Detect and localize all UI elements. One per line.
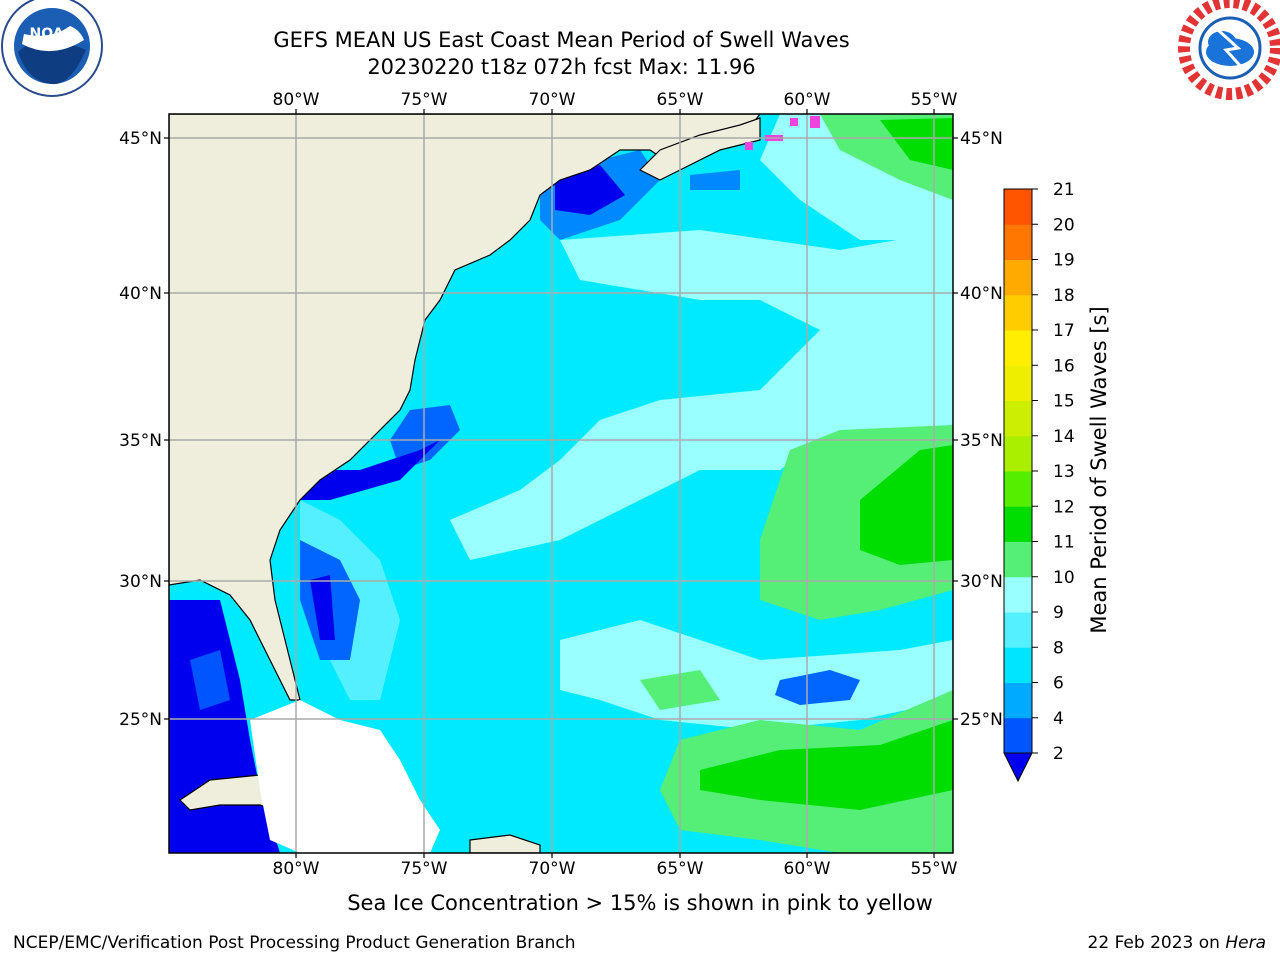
colorbar-tick-label: 17 xyxy=(1053,321,1075,341)
colorbar-tick-label: 12 xyxy=(1053,497,1075,517)
lon-label-top: 60°W xyxy=(784,90,831,110)
noaa-logo-text: NOAA xyxy=(30,26,75,42)
colorbar-swatch xyxy=(1004,365,1032,401)
sea-ice-note: Sea Ice Concentration > 15% is shown in … xyxy=(347,891,933,915)
lon-label-top: 75°W xyxy=(401,90,448,110)
colorbar-tick-label: 6 xyxy=(1053,674,1064,694)
chart-subtitle: 20230220 t18z 072h fcst Max: 11.96 xyxy=(367,55,756,79)
footer-host: Hera xyxy=(1225,933,1266,953)
footer-date-text: 22 Feb 2023 on xyxy=(1087,933,1226,953)
colorbar-tick-label: 11 xyxy=(1053,533,1075,553)
colorbar-swatch xyxy=(1004,471,1032,507)
colorbar-swatch xyxy=(1004,400,1032,437)
colorbar-swatch xyxy=(1004,717,1032,754)
lat-label-right: 30°N xyxy=(960,572,1003,592)
colorbar-tick-label: 19 xyxy=(1053,251,1075,271)
colorbar: 2 4 6 8 9 10 11 12 13 14 15 16 17 18 19 20 21 xyxy=(1003,180,1075,783)
lon-label-bottom: 60°W xyxy=(784,859,831,879)
colorbar-swatch xyxy=(1004,259,1032,296)
lon-label-top: 65°W xyxy=(657,90,704,110)
lon-label-top: 55°W xyxy=(911,90,958,110)
colorbar-swatch xyxy=(1004,541,1032,578)
colorbar-label: Mean Period of Swell Waves [s] xyxy=(1087,306,1111,633)
colorbar-tick-label: 4 xyxy=(1053,709,1064,729)
colorbar-swatch xyxy=(1004,682,1032,719)
colorbar-tick-label: 9 xyxy=(1053,603,1064,623)
lat-label-left: 35°N xyxy=(119,431,162,451)
colorbar-tick-label: 13 xyxy=(1053,462,1075,482)
lon-label-bottom: 65°W xyxy=(657,859,704,879)
lat-label-right: 35°N xyxy=(960,431,1003,451)
colorbar-tick-label: 8 xyxy=(1053,638,1064,658)
lat-label-left: 40°N xyxy=(119,284,162,304)
colorbar-swatch xyxy=(1004,612,1032,648)
colorbar-tick-label: 21 xyxy=(1053,180,1075,200)
lat-label-left: 25°N xyxy=(119,710,162,730)
chart-title: GEFS MEAN US East Coast Mean Period of S… xyxy=(273,28,850,52)
nws-logo xyxy=(1178,0,1280,100)
map-panel xyxy=(169,114,953,853)
lon-label-bottom: 80°W xyxy=(273,859,320,879)
colorbar-tick-label: 15 xyxy=(1053,392,1075,412)
lon-label-bottom: 70°W xyxy=(529,859,576,879)
lat-label-right: 45°N xyxy=(960,129,1003,149)
colorbar-tick-label: 10 xyxy=(1053,568,1075,588)
colorbar-swatch xyxy=(1004,506,1032,542)
colorbar-tick-label: 18 xyxy=(1053,286,1075,306)
colorbar-swatch xyxy=(1004,576,1032,613)
colorbar-tick-label: 16 xyxy=(1053,356,1075,376)
lat-label-right: 40°N xyxy=(960,284,1003,304)
noaa-logo: NOAA xyxy=(1,0,103,97)
lat-label-left: 45°N xyxy=(119,129,162,149)
lon-label-top: 70°W xyxy=(529,90,576,110)
colorbar-tick-label: 14 xyxy=(1053,427,1075,447)
colorbar-swatch xyxy=(1004,224,1032,260)
lon-label-bottom: 75°W xyxy=(401,859,448,879)
colorbar-swatch xyxy=(1004,647,1032,683)
footer-credit: NCEP/EMC/Verification Post Processing Pr… xyxy=(13,933,576,953)
lat-label-left: 30°N xyxy=(119,572,162,592)
colorbar-swatch xyxy=(1004,330,1032,366)
colorbar-swatch xyxy=(1004,294,1032,331)
colorbar-extend xyxy=(1003,752,1033,783)
lon-label-top: 80°W xyxy=(273,90,320,110)
colorbar-swatch xyxy=(1004,189,1032,225)
lat-label-right: 25°N xyxy=(960,710,1003,730)
colorbar-swatch xyxy=(1004,435,1032,472)
map-frame xyxy=(168,113,954,854)
colorbar-tick-label: 20 xyxy=(1053,215,1075,235)
lon-label-bottom: 55°W xyxy=(911,859,958,879)
colorbar-tick-label: 2 xyxy=(1053,744,1064,764)
footer-date: 22 Feb 2023 on Hera xyxy=(1088,933,1266,953)
